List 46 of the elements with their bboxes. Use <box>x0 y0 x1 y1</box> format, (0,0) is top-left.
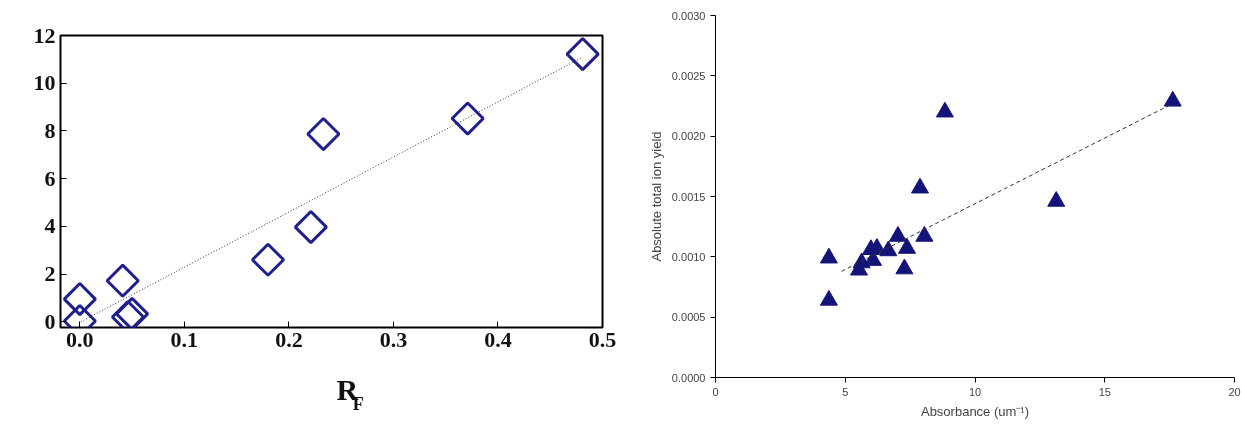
point <box>115 296 150 328</box>
y-tick-label: 0.0020 <box>671 130 706 143</box>
point <box>1163 90 1182 107</box>
y-tick-label: 0.0010 <box>671 250 706 263</box>
x-tick-label: 0 <box>712 385 719 398</box>
point <box>62 282 97 317</box>
x-tick-label: 0.4 <box>484 326 512 352</box>
point <box>293 210 328 245</box>
point <box>910 177 929 194</box>
y-tick-label: 4 <box>44 213 56 239</box>
y-tick-label: 12 <box>33 22 56 48</box>
x-tick-label: 15 <box>1098 385 1111 398</box>
point <box>1047 191 1066 207</box>
y-tick-label: 0.0030 <box>671 9 706 22</box>
x-tick-label: 20 <box>1228 385 1241 398</box>
point <box>450 101 485 136</box>
y-tick-label: 0.0025 <box>671 69 706 82</box>
x-tick-label: 0.1 <box>170 326 199 352</box>
point <box>819 247 838 264</box>
point <box>105 263 140 298</box>
point <box>879 240 898 257</box>
x-tick-label: 10 <box>968 385 982 398</box>
point <box>306 116 341 152</box>
x-tick-label: 0.2 <box>275 326 303 352</box>
y-tick-label: 8 <box>44 117 56 143</box>
point <box>565 37 600 72</box>
y-tick-label: 0.0005 <box>671 311 706 324</box>
point <box>935 101 954 118</box>
point <box>250 242 286 277</box>
x-axis-title: Absorbance (um⁻¹) <box>920 403 1030 419</box>
y-tick-label: 6 <box>44 165 56 191</box>
point <box>915 226 934 242</box>
y-tick-label: 0.0000 <box>671 371 706 384</box>
point <box>819 289 838 306</box>
point <box>888 226 907 242</box>
y-axis-title: Absolute total ion yield <box>648 131 664 262</box>
x-tick-label: 0.3 <box>379 326 408 352</box>
x-tick-label: 5 <box>842 385 849 398</box>
x-tick-label: 0.0 <box>66 326 94 352</box>
x-tick-label: 0.5 <box>588 326 617 352</box>
y-tick-label: 0 <box>44 308 56 334</box>
y-tick-label: 0.0015 <box>671 190 706 203</box>
y-tick-label: 10 <box>33 70 56 96</box>
y-tick-label: 2 <box>44 261 56 287</box>
point <box>898 238 917 254</box>
point <box>895 258 914 275</box>
